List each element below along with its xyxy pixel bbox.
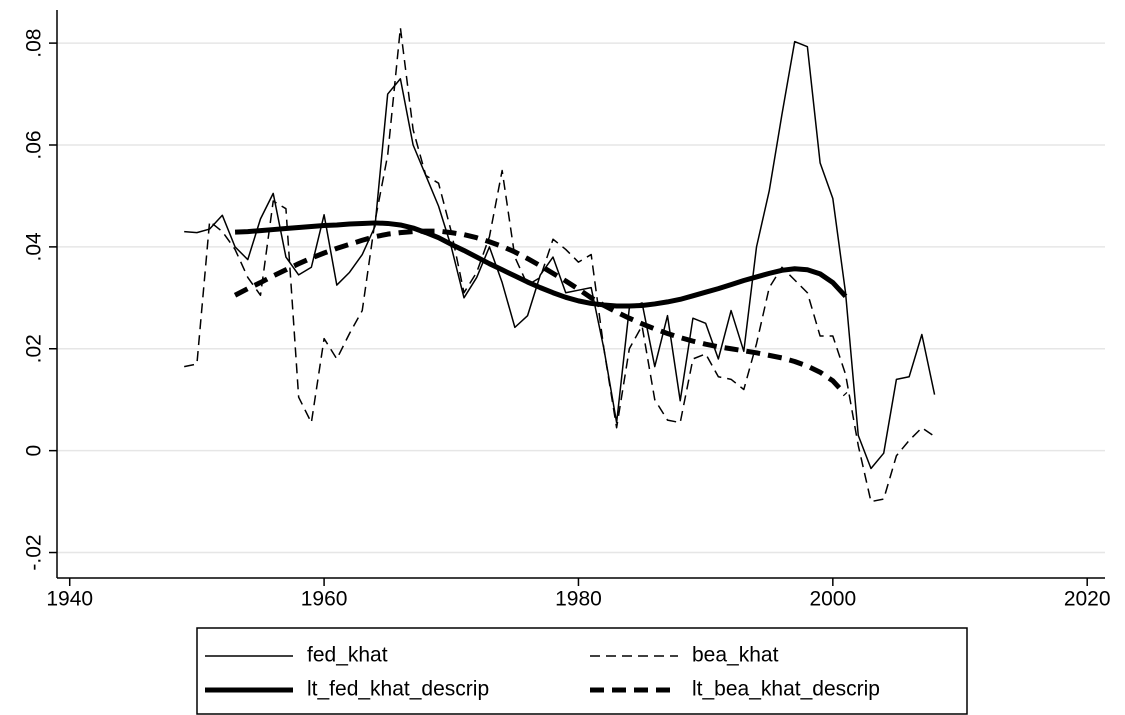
legend-label: lt_bea_khat_descrip bbox=[692, 678, 880, 701]
x-tick-label: 1960 bbox=[301, 588, 348, 611]
y-tick-label: .06 bbox=[23, 130, 46, 159]
y-tick-label: .04 bbox=[23, 232, 46, 262]
legend-box bbox=[196, 627, 968, 715]
series-line bbox=[233, 228, 848, 397]
x-tick-label: 1980 bbox=[555, 588, 602, 611]
legend-label: lt_fed_khat_descrip bbox=[307, 678, 489, 701]
legend-label: fed_khat bbox=[307, 644, 388, 667]
y-tick-label: 0 bbox=[23, 445, 46, 457]
y-tick-label: .02 bbox=[23, 334, 46, 363]
y-tick-label: .08 bbox=[23, 29, 46, 58]
x-tick-label: 1940 bbox=[46, 588, 93, 611]
y-tick-label: -.02 bbox=[23, 534, 46, 570]
series-line bbox=[184, 27, 935, 503]
x-tick-label: 2020 bbox=[1064, 588, 1111, 611]
series-line bbox=[234, 220, 848, 309]
series-line bbox=[184, 40, 936, 470]
legend-label: bea_khat bbox=[692, 644, 779, 667]
x-tick-label: 2000 bbox=[809, 588, 856, 611]
